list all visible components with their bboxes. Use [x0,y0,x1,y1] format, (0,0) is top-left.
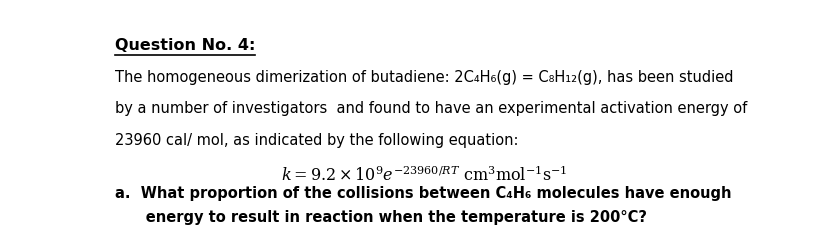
Text: $k = 9.2 \times 10^{9}e^{-23960/RT}\ \mathrm{cm}^3\mathrm{mol}^{-1}\mathrm{s}^{-: $k = 9.2 \times 10^{9}e^{-23960/RT}\ \ma… [281,164,566,184]
Text: energy to result in reaction when the temperature is 200°C?: energy to result in reaction when the te… [115,210,646,225]
Text: Question No. 4:: Question No. 4: [115,38,255,53]
Text: The homogeneous dimerization of butadiene: 2C₄H₆(g) = C₈H₁₂(g), has been studied: The homogeneous dimerization of butadien… [115,69,733,85]
Text: by a number of investigators  and found to have an experimental activation energ: by a number of investigators and found t… [115,101,747,116]
Text: 23960 cal/ mol, as indicated by the following equation:: 23960 cal/ mol, as indicated by the foll… [115,133,518,148]
Text: a.  What proportion of the collisions between C₄H₆ molecules have enough: a. What proportion of the collisions bet… [115,186,731,201]
